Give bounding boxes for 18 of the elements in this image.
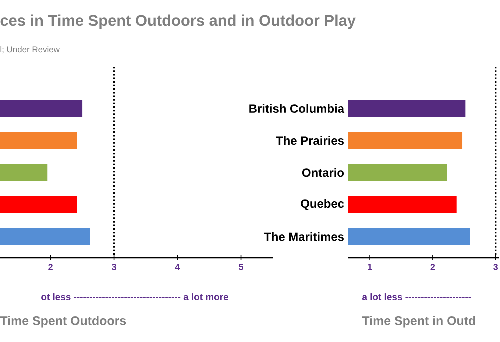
- x-axis-title: Time Spent in Outd: [362, 316, 476, 328]
- x-tick-label: 4: [175, 264, 180, 270]
- text: a lot less ---------------------: [362, 294, 472, 300]
- chart-title: ces in Time Spent Outdoors and in Outdoor Play: [0, 14, 356, 30]
- x-tick-label: 3: [112, 264, 116, 270]
- chart-subtitle: l; Under Review: [0, 46, 60, 54]
- y-tick-label: Quebec: [301, 199, 344, 210]
- x-tick-label: 1: [368, 264, 372, 270]
- x-tick-label: 2: [430, 264, 436, 270]
- x-tick-label: 2: [48, 264, 53, 270]
- x-axis-title: Time Spent Outdoors: [0, 316, 126, 328]
- y-tick-label: The Prairies: [276, 136, 344, 146]
- x-tick-label: 3: [494, 264, 498, 270]
- x-tick-label: 5: [239, 264, 244, 270]
- y-tick-label: British Columbia: [250, 104, 345, 114]
- text: ot less ---------------------------------- a lot more: [42, 294, 228, 300]
- y-tick-label: The Maritimes: [264, 232, 344, 242]
- y-tick-label: Ontario: [302, 168, 344, 178]
